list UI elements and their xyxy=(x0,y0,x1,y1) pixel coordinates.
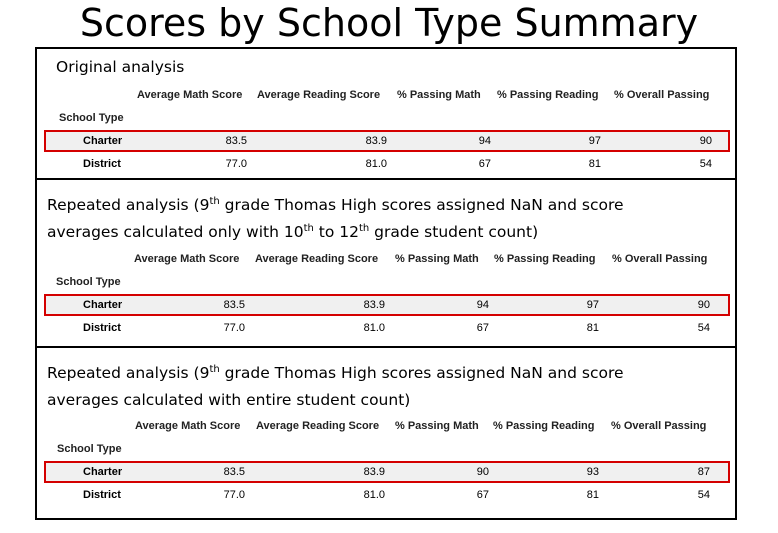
col-header-pass-reading: % Passing Reading xyxy=(494,253,596,265)
row-shade xyxy=(46,131,730,151)
description-text: grade student count) xyxy=(369,223,539,241)
description-text: Original analysis xyxy=(56,58,185,76)
index-label: School Type xyxy=(57,443,122,455)
panel-description: Repeated analysis (9th grade Thomas High… xyxy=(47,361,624,412)
row-shade xyxy=(46,295,730,315)
row-label-charter: Charter xyxy=(83,135,123,147)
row-shade xyxy=(46,462,730,482)
col-header-pass-reading: % Passing Reading xyxy=(493,420,595,432)
cell: 81.0 xyxy=(365,158,387,170)
cell: 83.9 xyxy=(365,135,387,147)
cell: 83.9 xyxy=(363,466,385,478)
panel-description: Repeated analysis (9th grade Thomas High… xyxy=(47,193,624,247)
col-header-avg-math: Average Math Score xyxy=(135,420,241,432)
col-header-pass-math: % Passing Math xyxy=(395,253,479,265)
cell: 83.5 xyxy=(223,299,245,311)
page-title: Scores by School Type Summary xyxy=(79,1,699,45)
col-header-overall-pass: % Overall Passing xyxy=(612,253,708,265)
index-label: School Type xyxy=(59,112,124,124)
cell: 54 xyxy=(699,158,712,170)
cell: 54 xyxy=(697,489,710,501)
cell: 94 xyxy=(478,135,491,147)
cell: 93 xyxy=(586,466,599,478)
cell: 81.0 xyxy=(363,322,385,334)
superscript: th xyxy=(303,223,314,234)
row-label-district: District xyxy=(83,322,121,334)
cell: 67 xyxy=(476,489,489,501)
col-header-overall-pass: % Overall Passing xyxy=(614,89,710,101)
row-label-district: District xyxy=(83,158,121,170)
col-header-overall-pass: % Overall Passing xyxy=(611,420,707,432)
row-label-charter: Charter xyxy=(83,299,123,311)
cell: 90 xyxy=(476,466,489,478)
row-label-charter: Charter xyxy=(83,466,123,478)
description-text: to 12 xyxy=(313,223,359,241)
cell: 83.9 xyxy=(363,299,385,311)
cell: 77.0 xyxy=(223,322,245,334)
highlight-box xyxy=(44,130,730,152)
cell: 54 xyxy=(697,322,710,334)
highlight-box xyxy=(44,294,730,316)
col-header-avg-math: Average Math Score xyxy=(134,253,240,265)
description-text: Repeated analysis (9 xyxy=(47,196,210,214)
cell: 87 xyxy=(697,466,710,478)
cell: 83.5 xyxy=(225,135,247,147)
cell: 81.0 xyxy=(363,489,385,501)
cell: 90 xyxy=(697,299,710,311)
col-header-pass-math: % Passing Math xyxy=(397,89,481,101)
superscript: th xyxy=(209,196,220,207)
description-text: grade Thomas High scores assigned NaN an… xyxy=(219,196,624,214)
col-header-avg-reading: Average Reading Score xyxy=(255,253,379,265)
cell: 67 xyxy=(476,322,489,334)
index-label: School Type xyxy=(56,276,121,288)
description-text: averages calculated only with 10 xyxy=(47,223,304,241)
cell: 67 xyxy=(478,158,491,170)
row-label-district: District xyxy=(83,489,121,501)
col-header-avg-reading: Average Reading Score xyxy=(257,89,381,101)
cell: 81 xyxy=(588,158,601,170)
col-header-avg-math: Average Math Score xyxy=(137,89,243,101)
cell: 94 xyxy=(476,299,489,311)
cell: 81 xyxy=(586,489,599,501)
col-header-pass-math: % Passing Math xyxy=(395,420,479,432)
cell: 81 xyxy=(586,322,599,334)
panel-original: Original analysis Average Math Score Ave… xyxy=(35,47,737,180)
cell: 97 xyxy=(588,135,601,147)
col-header-avg-reading: Average Reading Score xyxy=(256,420,380,432)
panel-repeated-entire: Repeated analysis (9th grade Thomas High… xyxy=(35,346,737,520)
highlight-box xyxy=(44,461,730,483)
description-text: Repeated analysis (9 xyxy=(47,364,210,382)
panel-description: Original analysis xyxy=(56,55,184,79)
cell: 83.5 xyxy=(223,466,245,478)
superscript: th xyxy=(358,223,370,234)
cell: 77.0 xyxy=(225,158,247,170)
superscript: th xyxy=(209,364,220,375)
cell: 97 xyxy=(586,299,599,311)
description-text: grade Thomas High scores assigned NaN an… xyxy=(219,364,624,382)
cell: 90 xyxy=(699,135,712,147)
description-text: averages calculated with entire student … xyxy=(47,391,411,409)
cell: 77.0 xyxy=(223,489,245,501)
col-header-pass-reading: % Passing Reading xyxy=(497,89,599,101)
panel-repeated-10-12: Repeated analysis (9th grade Thomas High… xyxy=(35,178,737,348)
